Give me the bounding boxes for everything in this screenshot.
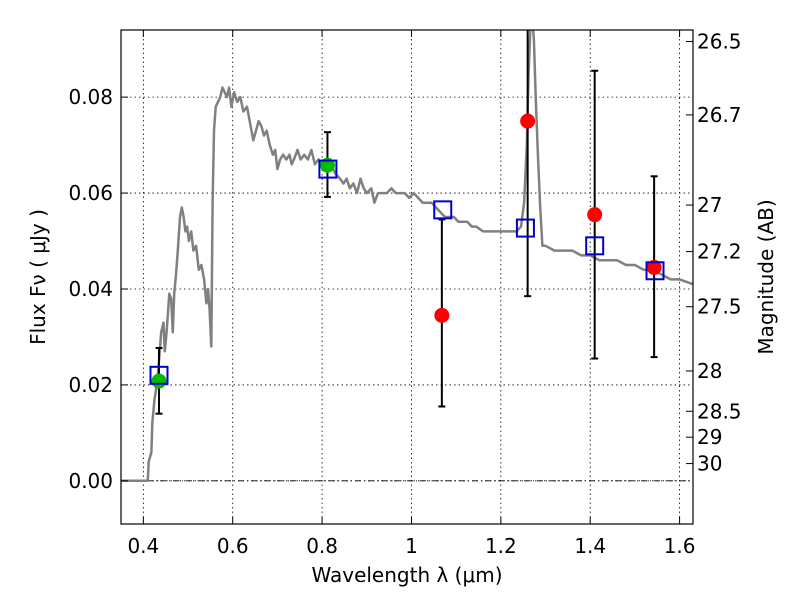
y2-tick-label: 27.5 xyxy=(697,295,742,319)
x-tick-label: 1 xyxy=(405,534,418,558)
x-tick-label: 1.4 xyxy=(574,534,606,558)
data-point xyxy=(520,113,536,129)
x-axis-label: Wavelength λ (μm) xyxy=(311,563,502,587)
x-tick-label: 1.6 xyxy=(664,534,696,558)
grid xyxy=(121,30,693,524)
model-flux-square xyxy=(318,159,338,179)
x-tick-label: 0.6 xyxy=(217,534,249,558)
model-flux-square xyxy=(149,365,169,385)
y-axis-label: Flux Fν ( μJy ) xyxy=(26,209,50,345)
data-point xyxy=(646,259,662,275)
sed-model-line xyxy=(121,30,693,483)
model-flux-square xyxy=(645,261,665,281)
y-tick-label: 0.08 xyxy=(68,85,113,109)
y2-tick-label: 28.5 xyxy=(697,399,742,423)
x-tick-label: 1.2 xyxy=(485,534,517,558)
y-tick-label: 0.06 xyxy=(68,181,113,205)
y-tick-label: 0.00 xyxy=(68,469,113,493)
x-tick-label: 0.8 xyxy=(306,534,338,558)
x-tick-label: 0.4 xyxy=(127,534,159,558)
model-flux-square xyxy=(515,218,535,238)
curves xyxy=(121,30,693,483)
y-tick-label: 0.04 xyxy=(68,277,113,301)
data-point xyxy=(587,207,603,223)
marks xyxy=(149,30,665,415)
y-tick-label: 0.02 xyxy=(68,373,113,397)
y2-tick-label: 26.5 xyxy=(697,30,742,54)
plot-frame xyxy=(120,29,694,525)
y2-axis-label: Magnitude (AB) xyxy=(754,199,778,354)
y2-tick-label: 30 xyxy=(697,452,722,476)
y2-tick-label: 27 xyxy=(697,193,722,217)
plot-background xyxy=(121,30,693,524)
y2-tick-label: 29 xyxy=(697,425,722,449)
model-flux-square xyxy=(585,236,605,256)
y2-tick-label: 28 xyxy=(697,359,722,383)
y2-tick-label: 26.7 xyxy=(697,103,742,127)
data-point xyxy=(434,307,450,323)
y2-tick-label: 27.2 xyxy=(697,240,742,264)
data-point xyxy=(151,373,167,389)
ticks: 0.4 0.6 0.8 1 1.2 1.4 1.6 0.00 0.02 0.04 0.06 0.08 2… xyxy=(68,30,741,558)
model-flux-square xyxy=(433,200,453,220)
